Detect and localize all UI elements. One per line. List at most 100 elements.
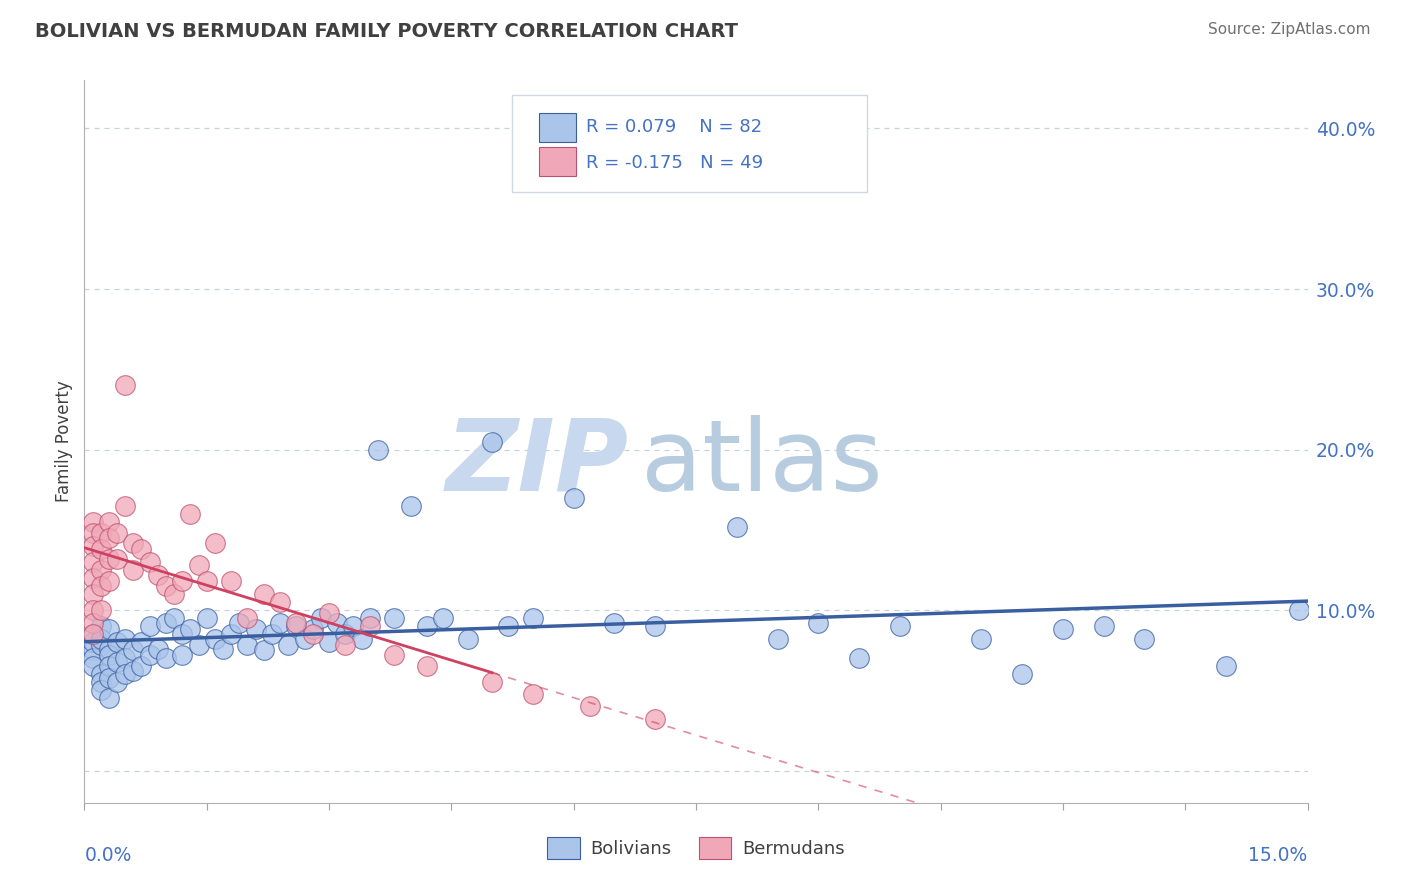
Point: [114, 378, 136, 392]
Point: [146, 641, 169, 656]
Point: [90, 563, 112, 577]
Point: [122, 664, 145, 678]
Point: [603, 615, 626, 630]
Point: [82, 659, 104, 673]
Point: [82, 651, 104, 665]
Point: [309, 611, 332, 625]
Point: [1288, 603, 1310, 617]
Point: [82, 587, 104, 601]
Point: [82, 515, 104, 529]
Point: [522, 687, 544, 701]
Point: [105, 526, 128, 541]
Point: [579, 699, 602, 714]
Point: [335, 639, 357, 653]
Point: [228, 615, 250, 630]
Point: [105, 635, 128, 649]
Point: [382, 648, 405, 662]
Point: [285, 615, 308, 630]
Point: [335, 627, 357, 641]
Point: [122, 643, 145, 657]
Text: 0.0%: 0.0%: [84, 847, 132, 865]
Point: [155, 651, 177, 665]
Point: [236, 611, 259, 625]
FancyBboxPatch shape: [513, 95, 868, 193]
Point: [1052, 623, 1074, 637]
Text: R = -0.175   N = 49: R = -0.175 N = 49: [586, 154, 763, 172]
Point: [90, 526, 112, 541]
Point: [301, 623, 323, 637]
Point: [172, 648, 194, 662]
Point: [367, 442, 389, 457]
Point: [204, 535, 226, 549]
Point: [82, 643, 104, 657]
Point: [82, 526, 104, 541]
Point: [725, 519, 748, 533]
Point: [155, 615, 177, 630]
Point: [889, 619, 911, 633]
Point: [294, 632, 316, 646]
Point: [481, 434, 503, 449]
Point: [498, 619, 520, 633]
Point: [245, 623, 267, 637]
Point: [82, 635, 104, 649]
Point: [155, 579, 177, 593]
Point: [138, 555, 160, 569]
Point: [90, 542, 112, 557]
Point: [90, 639, 112, 653]
Point: [163, 587, 186, 601]
Point: [1092, 619, 1115, 633]
Text: 15.0%: 15.0%: [1249, 847, 1308, 865]
Point: [481, 675, 503, 690]
Point: [97, 671, 120, 685]
Point: [212, 641, 235, 656]
Point: [114, 651, 136, 665]
Point: [219, 627, 242, 641]
Point: [179, 507, 201, 521]
Point: [90, 632, 112, 646]
Point: [236, 639, 259, 653]
Point: [90, 675, 112, 690]
Point: [766, 632, 789, 646]
Point: [277, 639, 299, 653]
Point: [301, 627, 323, 641]
Text: R = 0.079    N = 82: R = 0.079 N = 82: [586, 119, 762, 136]
Point: [90, 683, 112, 698]
Point: [269, 595, 291, 609]
Point: [131, 635, 153, 649]
Text: Source: ZipAtlas.com: Source: ZipAtlas.com: [1208, 22, 1371, 37]
Point: [204, 632, 226, 646]
Point: [219, 574, 242, 589]
Point: [97, 648, 120, 662]
Point: [1215, 659, 1237, 673]
Point: [644, 619, 666, 633]
Point: [195, 574, 218, 589]
Point: [114, 667, 136, 681]
Point: [97, 574, 120, 589]
Point: [848, 651, 870, 665]
Point: [253, 643, 276, 657]
Point: [1133, 632, 1156, 646]
Point: [187, 558, 209, 573]
Point: [97, 623, 120, 637]
Point: [187, 639, 209, 653]
Point: [97, 641, 120, 656]
Point: [82, 627, 104, 641]
Bar: [540, 147, 576, 177]
Point: [179, 623, 201, 637]
Point: [382, 611, 405, 625]
Point: [522, 611, 544, 625]
Point: [260, 627, 283, 641]
Point: [82, 555, 104, 569]
Point: [163, 611, 186, 625]
Point: [105, 551, 128, 566]
Point: [97, 551, 120, 566]
Point: [90, 603, 112, 617]
Y-axis label: Family Poverty: Family Poverty: [55, 381, 73, 502]
Point: [82, 615, 104, 630]
Point: [457, 632, 479, 646]
Point: [114, 499, 136, 513]
Point: [82, 539, 104, 553]
Point: [105, 655, 128, 669]
Point: [172, 574, 194, 589]
Point: [131, 659, 153, 673]
